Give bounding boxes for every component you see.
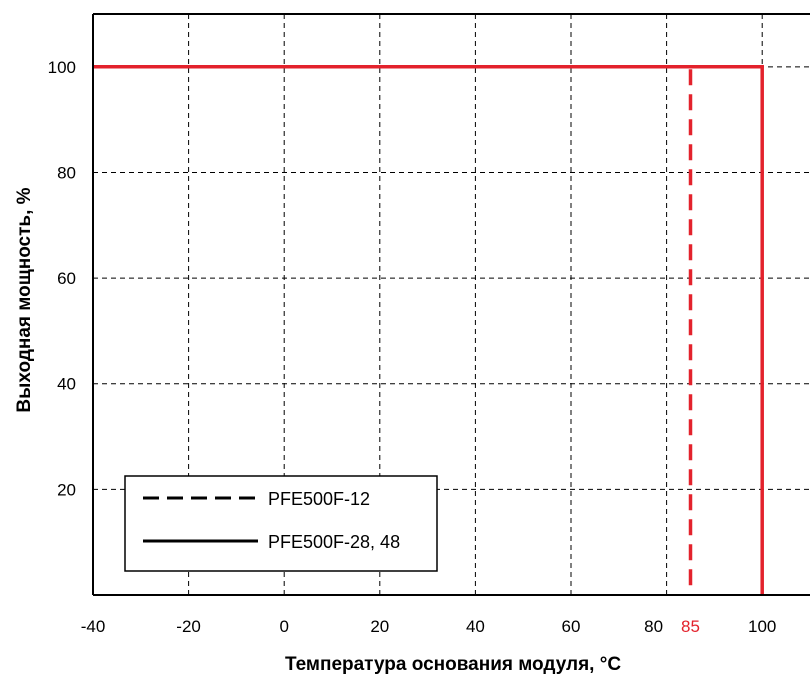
x-tick-label: 20 (370, 617, 389, 636)
x-tick-label: 0 (279, 617, 288, 636)
series-line-pfe500f-28-48 (93, 65, 764, 595)
y-tick-label: 80 (57, 163, 76, 182)
x-tick-label-highlight: 85 (681, 617, 700, 636)
plot-frame (92, 13, 810, 596)
x-tick-label: 100 (748, 617, 776, 636)
tick-labels: -40 -20 0 20 40 60 80 100 85 20 40 60 80 100 (48, 58, 777, 636)
y-tick-label: 20 (57, 480, 76, 499)
legend-box (124, 475, 438, 572)
y-axis-label: Выходная мощность, % (14, 187, 35, 412)
y-tick-label: 60 (57, 269, 76, 288)
x-axis-label: Температура основания модуля, °C (285, 654, 621, 675)
y-tick-label: 100 (48, 58, 76, 77)
x-tick-label: 80 (644, 617, 663, 636)
x-tick-label: -20 (176, 617, 201, 636)
series-lines (93, 65, 764, 595)
legend-label-pfe500f-28-48: PFE500F-28, 48 (268, 532, 400, 552)
x-tick-label: 40 (466, 617, 485, 636)
legend: PFE500F-12 PFE500F-28, 48 (124, 475, 438, 572)
x-tick-label: -40 (81, 617, 106, 636)
legend-label-pfe500f-12: PFE500F-12 (268, 489, 370, 509)
y-tick-label: 40 (57, 375, 76, 394)
x-tick-label: 60 (562, 617, 581, 636)
